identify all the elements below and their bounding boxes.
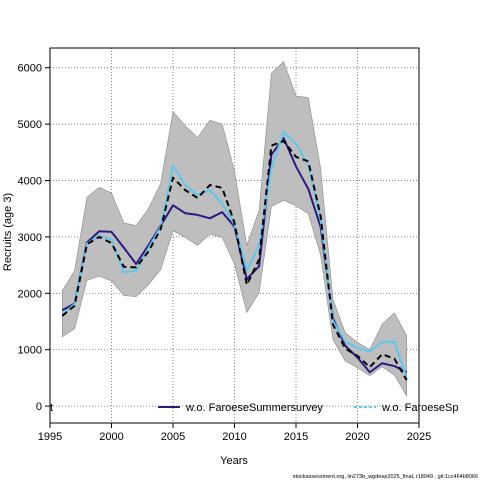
y-tick-label: 0 <box>36 401 42 413</box>
y-tick-label: 1000 <box>18 345 42 357</box>
series-layer <box>61 131 408 381</box>
series-line-0 <box>61 140 408 381</box>
x-tick-label: 1995 <box>38 431 62 443</box>
x-tick-label: 2015 <box>284 431 308 443</box>
x-tick-label: 2020 <box>345 431 369 443</box>
y-tick-label: 4000 <box>18 176 42 188</box>
x-tick-label: 2025 <box>407 431 431 443</box>
y-tick-label: 6000 <box>18 63 42 75</box>
legend-label-1: w.o. FaroeseSummersurvey <box>185 402 323 414</box>
y-tick-label: 2000 <box>18 288 42 300</box>
x-tick-label: 2000 <box>99 431 123 443</box>
footer-caption: stockassessment.org, lin273b_wgdeep2025_… <box>293 474 478 480</box>
x-tick-label: 2010 <box>222 431 246 443</box>
y-axis-title: Recruits (age 3) <box>2 193 14 271</box>
legend-label-0: t <box>50 402 53 414</box>
axes: 1995 2000 2005 2010 2015 2020 2025 0 1000 2000 300… <box>18 63 432 443</box>
x-tick-label: 2005 <box>161 431 185 443</box>
legend: t w.o. FaroeseSummersurvey w.o. FaroeseSp <box>50 402 458 414</box>
x-axis-title: Years <box>220 455 248 467</box>
y-tick-label: 3000 <box>18 232 42 244</box>
y-tick-label: 5000 <box>18 119 42 131</box>
legend-label-2: w.o. FaroeseSp <box>381 402 458 414</box>
